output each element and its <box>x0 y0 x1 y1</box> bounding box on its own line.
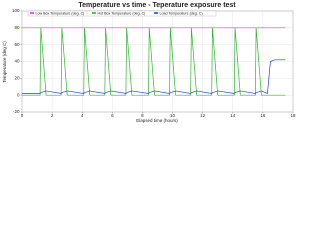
x-tick-label: 2 <box>51 113 54 118</box>
legend-swatch <box>154 12 158 14</box>
y-tick-label: 60 <box>14 42 20 47</box>
x-axis-label: Elapsed time (hours) <box>136 118 178 123</box>
legend-label: Load Temperature (deg. C) <box>160 11 203 15</box>
y-tick-label: 40 <box>14 59 20 64</box>
x-tick-label: 18 <box>290 113 296 118</box>
x-tick-label: 12 <box>200 113 206 118</box>
y-tick-label: 80 <box>14 25 20 30</box>
chart: Temperature vs time - Teperature exposur… <box>2 2 296 123</box>
legend-swatch <box>30 12 34 14</box>
x-tick-label: 6 <box>111 113 114 118</box>
legend-frame <box>27 10 217 17</box>
legend-label: Hot Box Temperature (deg. C) <box>98 11 146 15</box>
x-tick-label: 16 <box>260 113 266 118</box>
x-tick-label: 4 <box>81 113 84 118</box>
x-tick-label: 8 <box>141 113 144 118</box>
y-axis-label: Temperature (deg C) <box>2 41 7 83</box>
x-tick-label: 14 <box>230 113 236 118</box>
y-tick-label: 100 <box>12 8 20 13</box>
y-tick-label: 20 <box>14 76 20 81</box>
series-line <box>22 59 286 94</box>
legend-label: Low Box Temperature (deg. C) <box>36 11 85 15</box>
series-line <box>22 27 286 96</box>
legend-swatch <box>92 12 96 14</box>
legend: Low Box Temperature (deg. C) Hot Box Temp… <box>27 10 217 17</box>
chart-title: Temperature vs time - Teperature exposur… <box>78 2 236 9</box>
y-tick-label: -20 <box>13 109 20 114</box>
y-tick-label: 0 <box>17 92 20 97</box>
x-tick-label: 10 <box>170 113 176 118</box>
page: {"chart_data": { "type": "line", "title"… <box>0 0 300 125</box>
x-tick-label: 0 <box>21 113 24 118</box>
